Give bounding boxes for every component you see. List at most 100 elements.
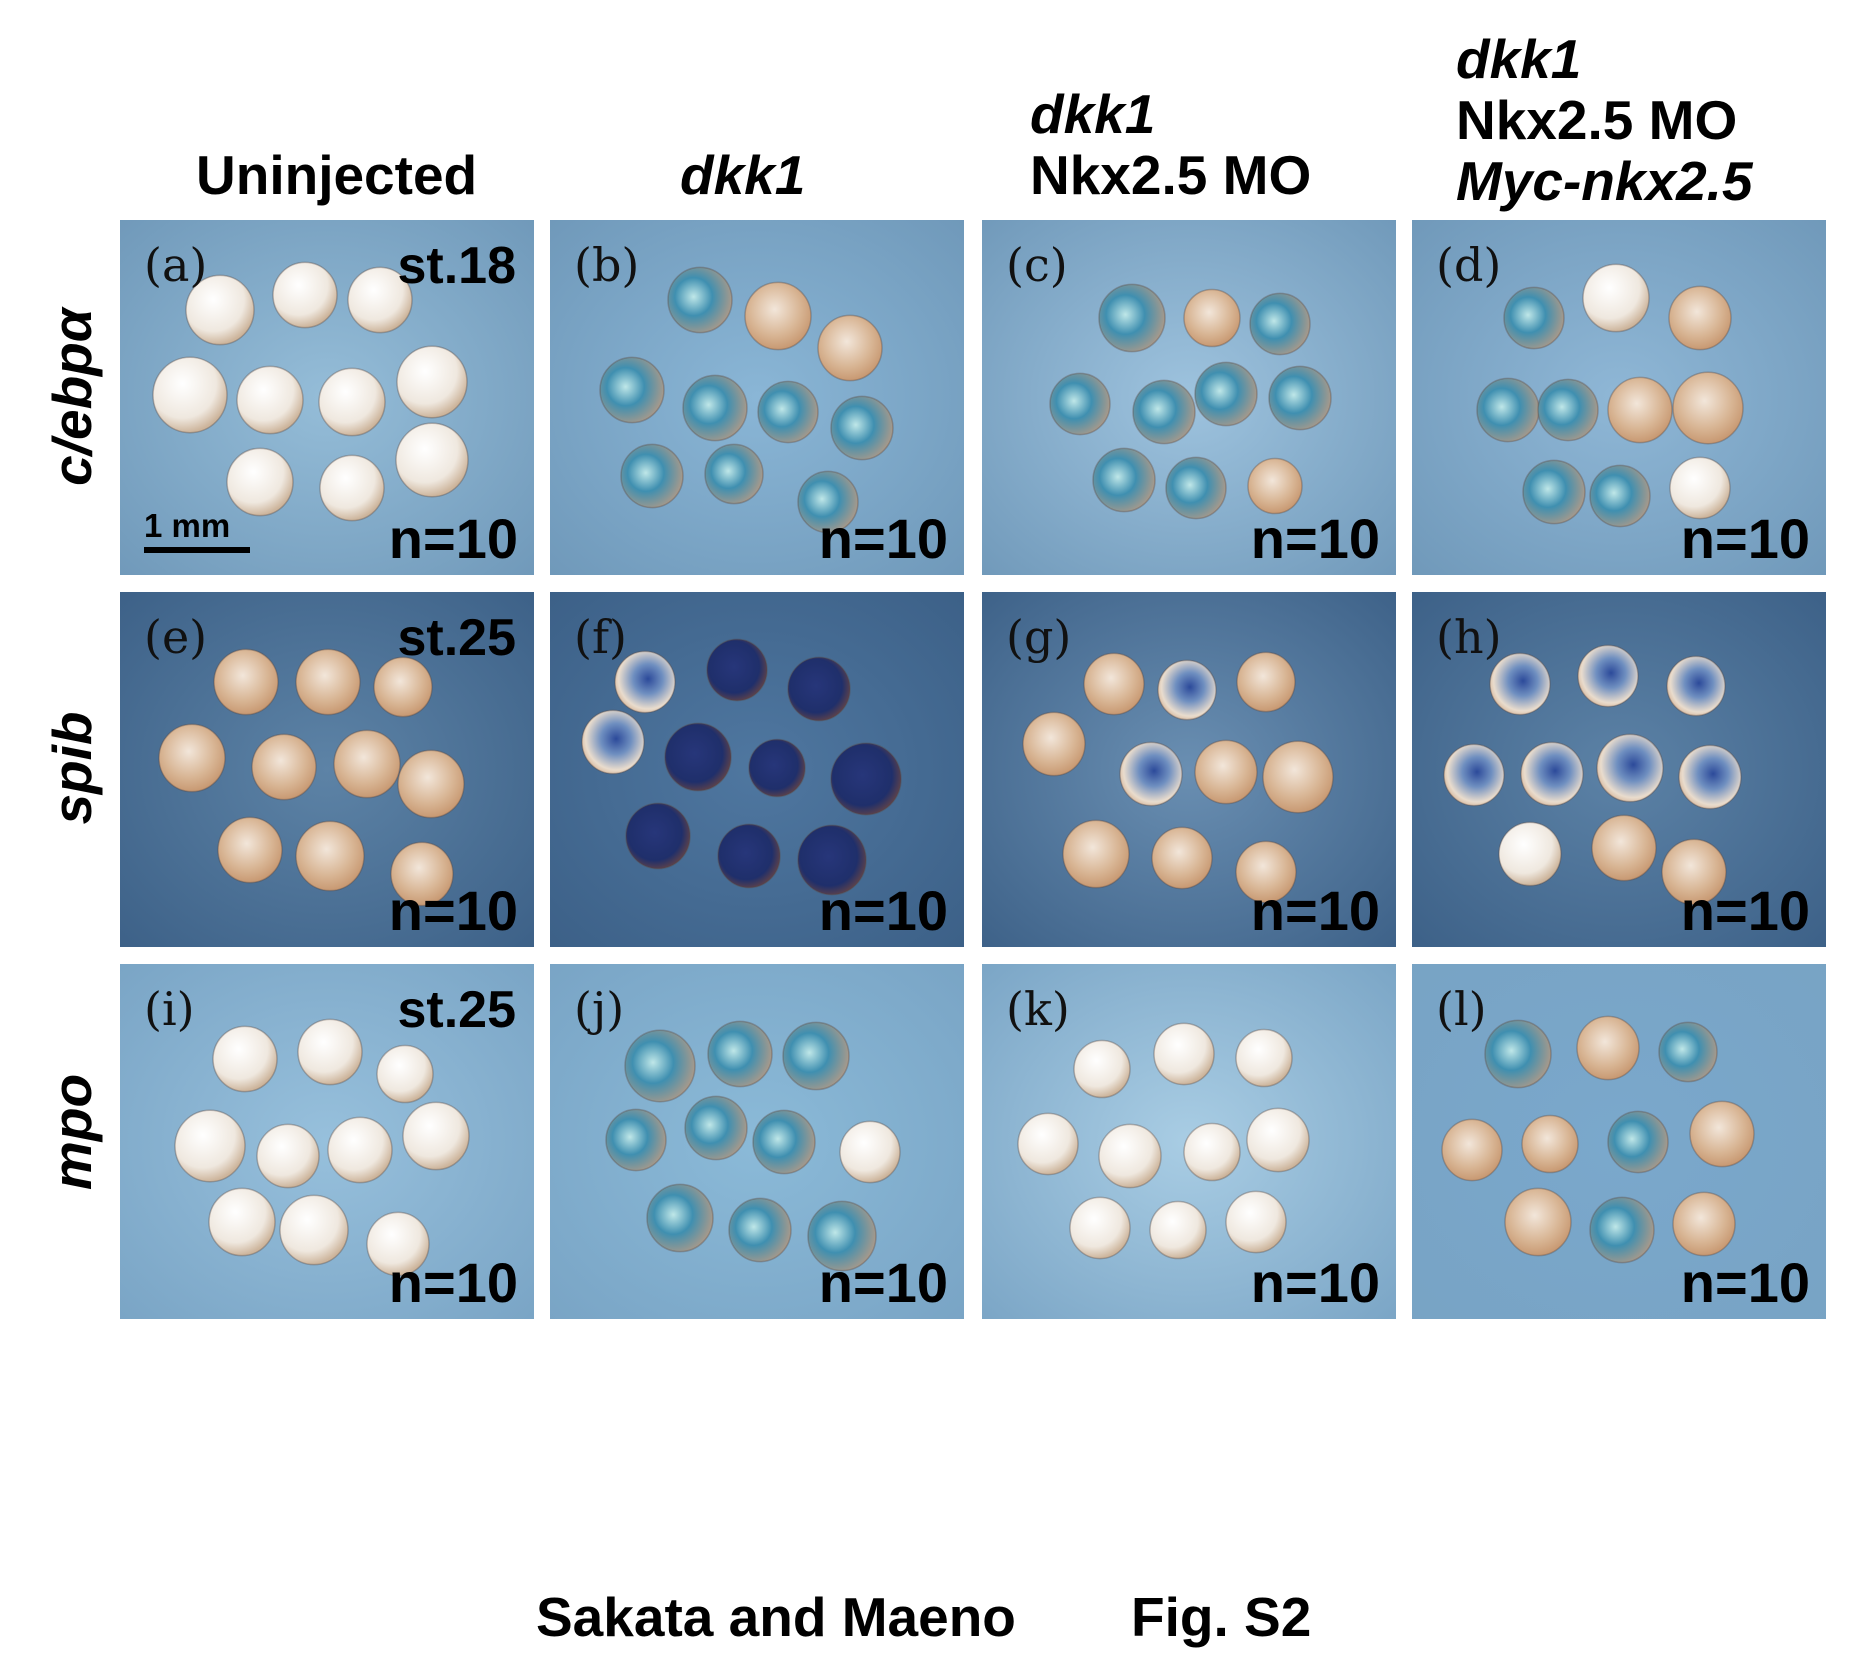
embryo xyxy=(744,281,812,351)
embryo-photo xyxy=(982,964,1396,1319)
embryo xyxy=(1596,733,1664,803)
header-line: dkk1 xyxy=(1456,28,1582,90)
embryo-photo xyxy=(1412,964,1826,1319)
embryo xyxy=(1157,659,1217,721)
panel-letter: (l) xyxy=(1436,982,1487,1036)
image-panel: (a) st.18 n=10 1 mm xyxy=(120,220,534,575)
embryo xyxy=(1589,1196,1655,1264)
embryo xyxy=(1589,464,1651,528)
embryo-photo xyxy=(550,964,964,1319)
embryo xyxy=(256,1123,320,1189)
embryo xyxy=(217,816,283,884)
image-panel: (e) st.25 n=10 xyxy=(120,592,534,947)
embryo xyxy=(1017,1112,1079,1176)
embryo xyxy=(1661,838,1727,906)
embryo xyxy=(1503,286,1565,350)
embryo xyxy=(1098,283,1166,353)
image-panel: (i) st.25 n=10 xyxy=(120,964,534,1319)
column-header-uninjected: Uninjected xyxy=(196,145,477,206)
footer-figure-number: Fig. S2 xyxy=(1131,1586,1312,1648)
embryo xyxy=(1049,372,1111,436)
image-panel: (h) n=10 xyxy=(1412,592,1826,947)
stage-label: st.25 xyxy=(397,609,516,667)
embryo-photo xyxy=(550,592,964,947)
embryo xyxy=(787,656,851,722)
embryo xyxy=(1247,457,1303,515)
image-panel: (l) n=10 xyxy=(1412,964,1826,1319)
sample-count-label: n=10 xyxy=(818,879,948,942)
embryo xyxy=(295,820,365,892)
header-line: Nkx2.5 MO xyxy=(1456,89,1738,151)
embryo xyxy=(1235,840,1297,904)
embryo xyxy=(279,1194,349,1266)
embryo xyxy=(782,1021,850,1091)
image-panel: (f) n=10 xyxy=(550,592,964,947)
embryo xyxy=(717,823,781,889)
panel-letter: (d) xyxy=(1436,238,1502,292)
embryo xyxy=(1521,1114,1579,1174)
embryo xyxy=(664,722,732,792)
embryo xyxy=(1225,1190,1287,1254)
sample-count-label: n=10 xyxy=(1250,1251,1380,1314)
header-line: Nkx2.5 MO xyxy=(1030,144,1312,206)
embryo-photo xyxy=(982,220,1396,575)
embryo-photo xyxy=(550,220,964,575)
panel-letter: (h) xyxy=(1436,610,1502,664)
embryo-photo xyxy=(1412,220,1826,575)
embryo xyxy=(1489,652,1551,716)
embryo-photo xyxy=(982,592,1396,947)
embryo xyxy=(1522,459,1586,525)
embryo xyxy=(1582,263,1650,333)
embryo xyxy=(1576,1015,1640,1081)
embryo xyxy=(208,1187,276,1257)
embryo xyxy=(295,648,361,716)
embryo xyxy=(373,656,433,718)
embryo xyxy=(614,650,676,714)
embryo xyxy=(272,261,338,329)
embryo xyxy=(347,266,413,334)
image-panel: (j) n=10 xyxy=(550,964,964,1319)
embryo xyxy=(605,1108,667,1172)
sample-count-label: n=10 xyxy=(1680,879,1810,942)
embryo xyxy=(1689,1100,1755,1168)
embryo xyxy=(1069,1196,1131,1260)
sample-count-label: n=10 xyxy=(1250,879,1380,942)
embryo xyxy=(1022,711,1086,777)
embryo xyxy=(251,733,317,801)
header-line: Uninjected xyxy=(196,144,478,206)
sample-count-label: n=10 xyxy=(1680,1251,1810,1314)
embryo xyxy=(1165,456,1227,520)
sample-count-label: n=10 xyxy=(818,507,948,570)
embryo-photo xyxy=(120,592,534,947)
embryo xyxy=(1249,292,1311,356)
embryo xyxy=(1668,285,1732,351)
embryo xyxy=(1607,376,1673,444)
embryo xyxy=(1441,1118,1503,1182)
embryo xyxy=(397,749,465,819)
embryo xyxy=(1073,1039,1131,1099)
column-header-dkk1: dkk1 xyxy=(680,145,805,206)
column-header-dkk1-mo-rescue: dkk1 Nkx2.5 MO Myc-nkx2.5 xyxy=(1456,29,1753,212)
embryo xyxy=(1672,1191,1736,1257)
embryo xyxy=(748,738,806,798)
panel-letter: (i) xyxy=(144,982,195,1036)
embryo xyxy=(797,470,859,534)
image-panel: (k) n=10 xyxy=(982,964,1396,1319)
sample-count-label: n=10 xyxy=(388,507,518,570)
embryo xyxy=(830,395,894,461)
embryo xyxy=(1083,652,1145,716)
embryo xyxy=(1235,1028,1293,1088)
embryo xyxy=(1092,447,1156,513)
embryo xyxy=(390,841,454,907)
embryo xyxy=(327,1116,393,1184)
embryo xyxy=(1268,365,1332,431)
embryo xyxy=(1577,644,1639,708)
embryo xyxy=(752,1109,816,1175)
row-label-cebpa: c/ebpα xyxy=(41,308,103,486)
embryo xyxy=(1591,814,1657,882)
sample-count-label: n=10 xyxy=(1250,507,1380,570)
embryo xyxy=(624,1029,696,1103)
embryo xyxy=(704,443,764,505)
embryo xyxy=(807,1200,877,1272)
embryo xyxy=(581,709,645,775)
